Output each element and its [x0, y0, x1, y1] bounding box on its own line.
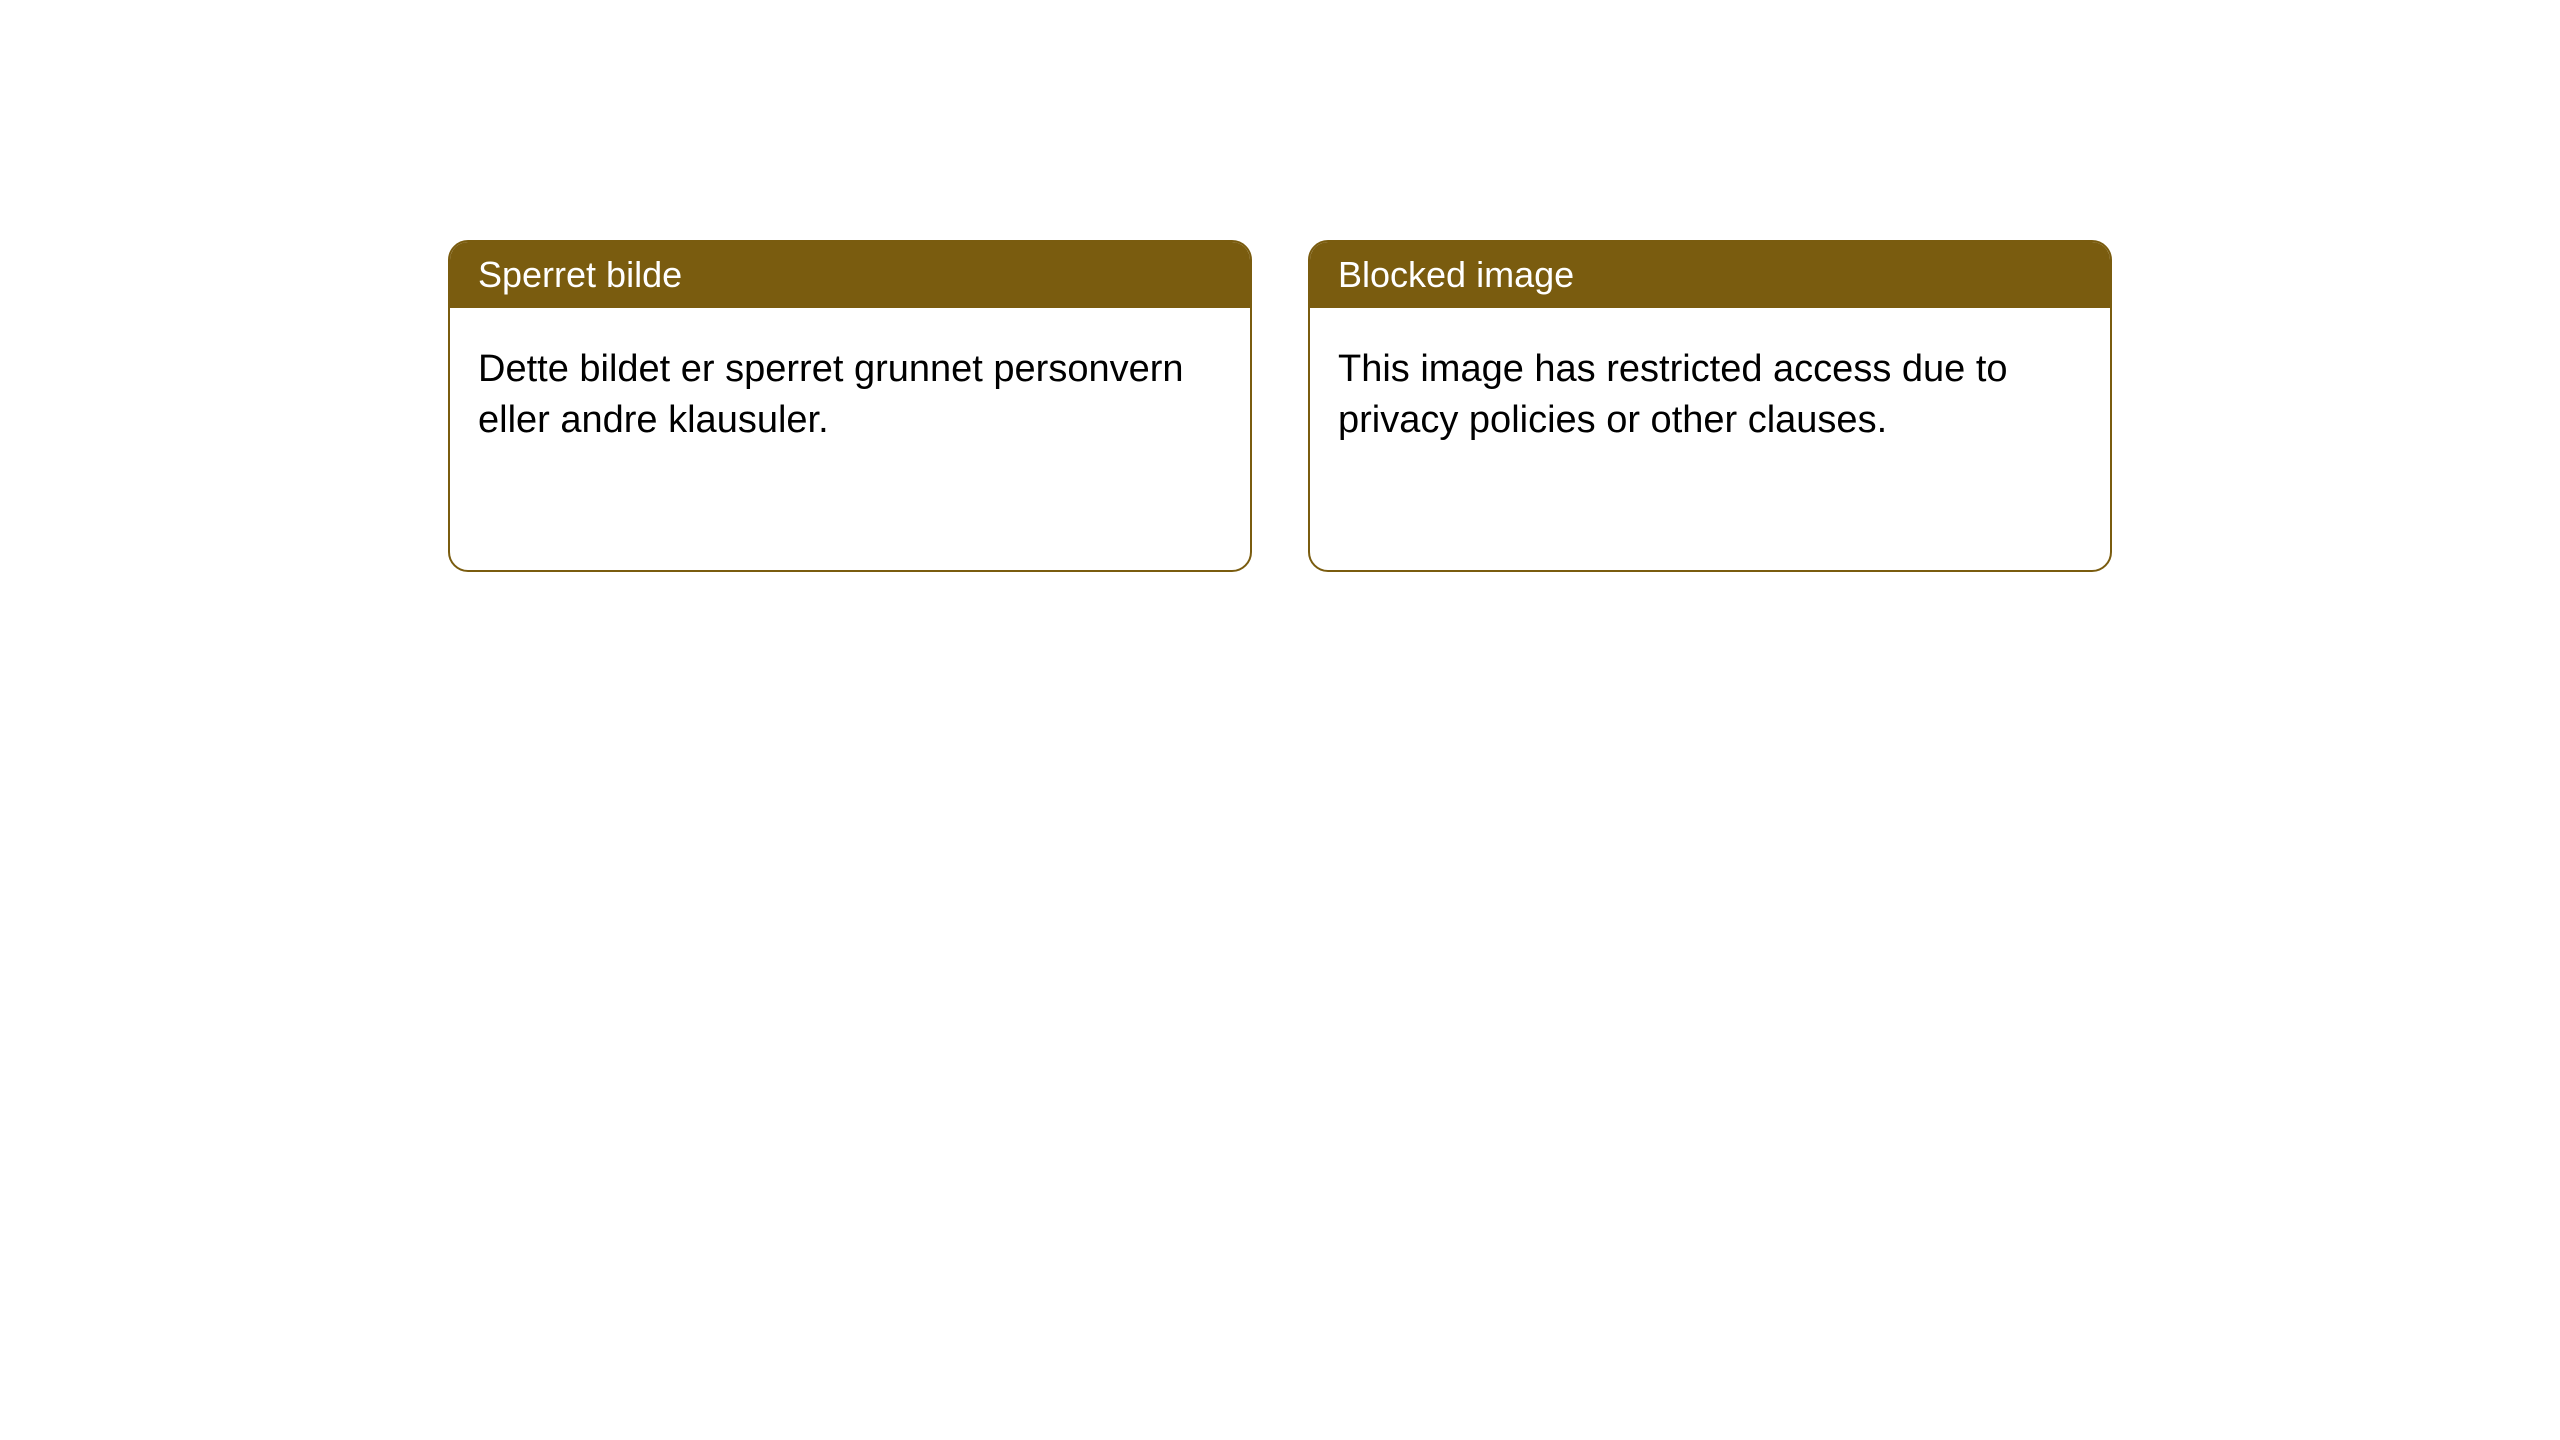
notice-title: Blocked image [1338, 254, 1574, 295]
notice-body: This image has restricted access due to … [1310, 308, 2110, 483]
notice-body-text: This image has restricted access due to … [1338, 348, 2008, 441]
notice-body-text: Dette bildet er sperret grunnet personve… [478, 348, 1184, 441]
notice-card-english: Blocked image This image has restricted … [1308, 240, 2112, 572]
notice-card-norwegian: Sperret bilde Dette bildet er sperret gr… [448, 240, 1252, 572]
notice-header: Blocked image [1310, 242, 2110, 308]
notice-header: Sperret bilde [450, 242, 1250, 308]
notice-title: Sperret bilde [478, 254, 682, 295]
notice-container: Sperret bilde Dette bildet er sperret gr… [0, 0, 2560, 572]
notice-body: Dette bildet er sperret grunnet personve… [450, 308, 1250, 483]
